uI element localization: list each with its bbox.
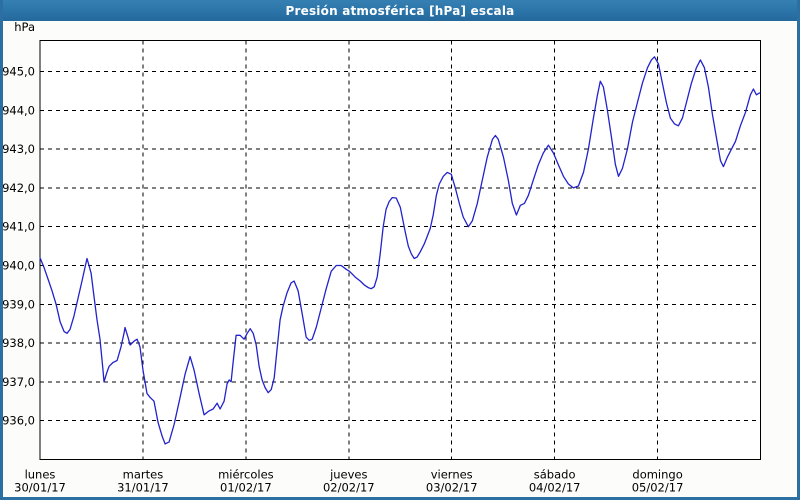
ytick-label-937: 937,0 (3, 375, 35, 389)
y-axis-unit-label: hPa (14, 21, 35, 34)
ytick-label-942: 942,0 (3, 181, 35, 195)
pressure-line-chart: 945,0 944,0 943,0 942,0 941,0 940,0 939,0 938,0… (3, 21, 761, 494)
chart-container: 945,0 944,0 943,0 942,0 941,0 940,0 939,0 938,0… (3, 21, 797, 494)
ytick-label-944: 944,0 (3, 103, 35, 117)
window-titlebar: Presión atmosférica [hPa] escala (3, 0, 797, 21)
xtick-date-sábado: 04/02/17 (529, 480, 581, 494)
xtick-day-domingo: domingo (632, 467, 682, 481)
ytick-label-945: 945,0 (3, 65, 35, 79)
xtick-day-martes: martes (123, 467, 164, 481)
xtick-day-miércoles: miércoles (218, 467, 274, 481)
ytick-label-938: 938,0 (3, 336, 35, 350)
xtick-day-viernes: viernes (431, 467, 473, 481)
ytick-label-941: 941,0 (3, 220, 35, 234)
pressure-line (39, 56, 761, 445)
xtick-date-viernes: 03/02/17 (426, 480, 478, 494)
xtick-date-domingo: 05/02/17 (632, 480, 684, 494)
plot-area (39, 40, 761, 460)
ytick-label-943: 943,0 (3, 142, 35, 156)
xtick-date-jueves: 02/02/17 (323, 480, 375, 494)
xtick-day-sábado: sábado (534, 467, 576, 481)
xtick-date-miércoles: 01/02/17 (220, 480, 272, 494)
ytick-label-939: 939,0 (3, 297, 35, 311)
chart-title: Presión atmosférica [hPa] escala (285, 3, 515, 18)
ytick-label-940: 940,0 (3, 258, 35, 272)
ytick-label-936: 936,0 (3, 414, 35, 428)
xtick-date-martes: 31/01/17 (117, 480, 169, 494)
xtick-day-jueves: jueves (329, 467, 367, 481)
xtick-date-lunes: 30/01/17 (14, 480, 66, 494)
xtick-day-lunes: lunes (25, 467, 56, 481)
